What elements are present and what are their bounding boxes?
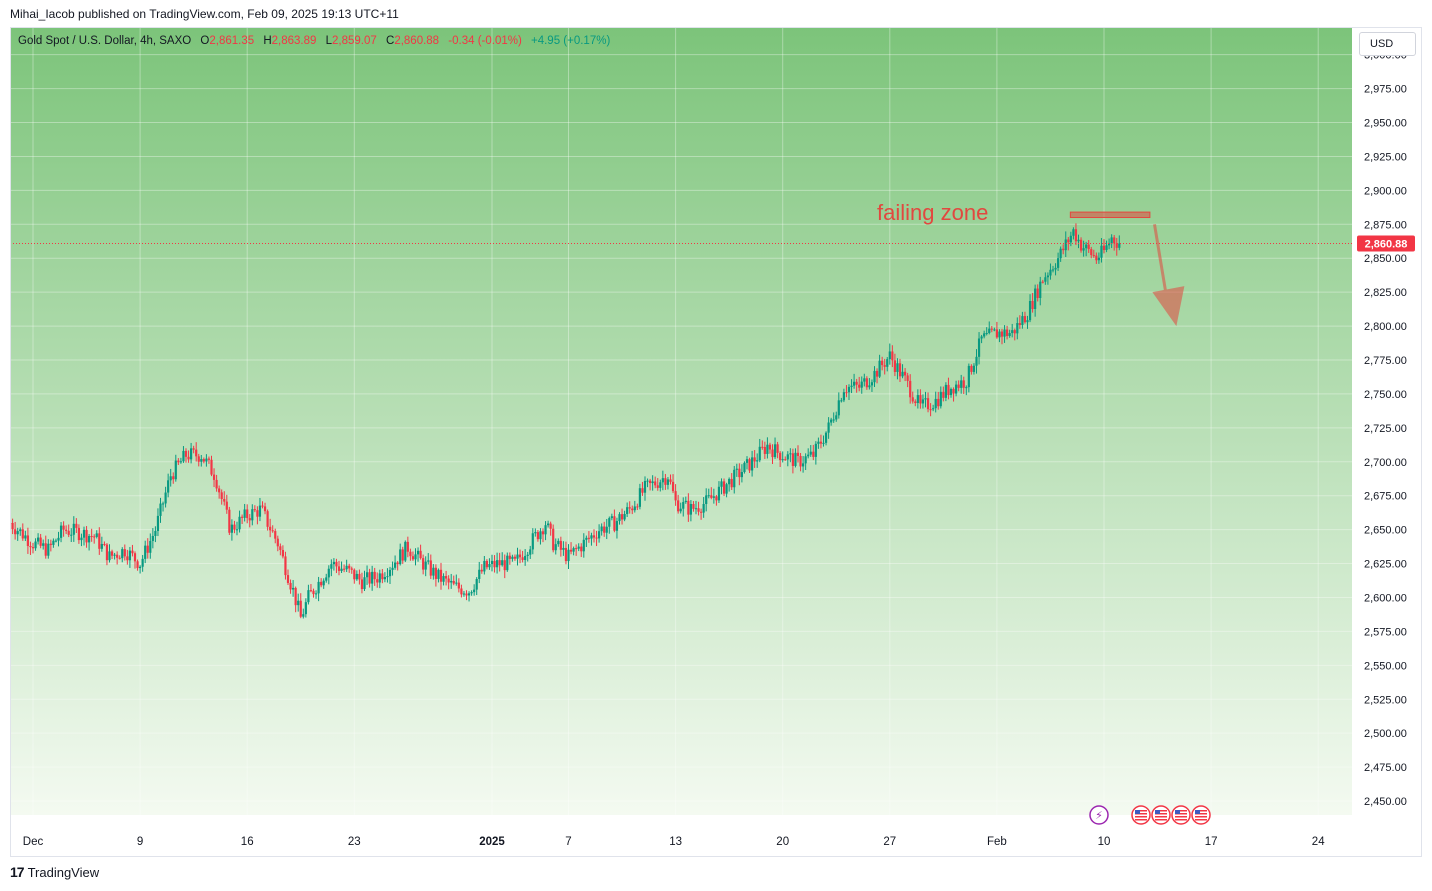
close-value: 2,860.88 (394, 35, 439, 47)
extra-change-value: +4.95 (+0.17%) (531, 35, 610, 47)
change-value: -0.34 (-0.01%) (448, 35, 522, 47)
symbol-legend: Gold Spot / U.S. Dollar, 4h, SAXO O2,861… (18, 35, 610, 47)
tradingview-logo-icon: 17 (10, 864, 24, 880)
publisher-line: Mihai_Iacob published on TradingView.com… (10, 7, 399, 21)
currency-button[interactable]: USD (1359, 32, 1416, 56)
footer-brand-text: TradingView (28, 865, 100, 880)
high-value: 2,863.89 (272, 35, 317, 47)
footer-brand: 17 TradingView (10, 864, 99, 880)
symbol-title[interactable]: Gold Spot / U.S. Dollar, 4h, SAXO (18, 35, 191, 47)
high-label: H (263, 35, 271, 47)
open-value: 2,861.35 (209, 35, 254, 47)
low-value: 2,859.07 (332, 35, 377, 47)
chart-frame (10, 27, 1422, 857)
